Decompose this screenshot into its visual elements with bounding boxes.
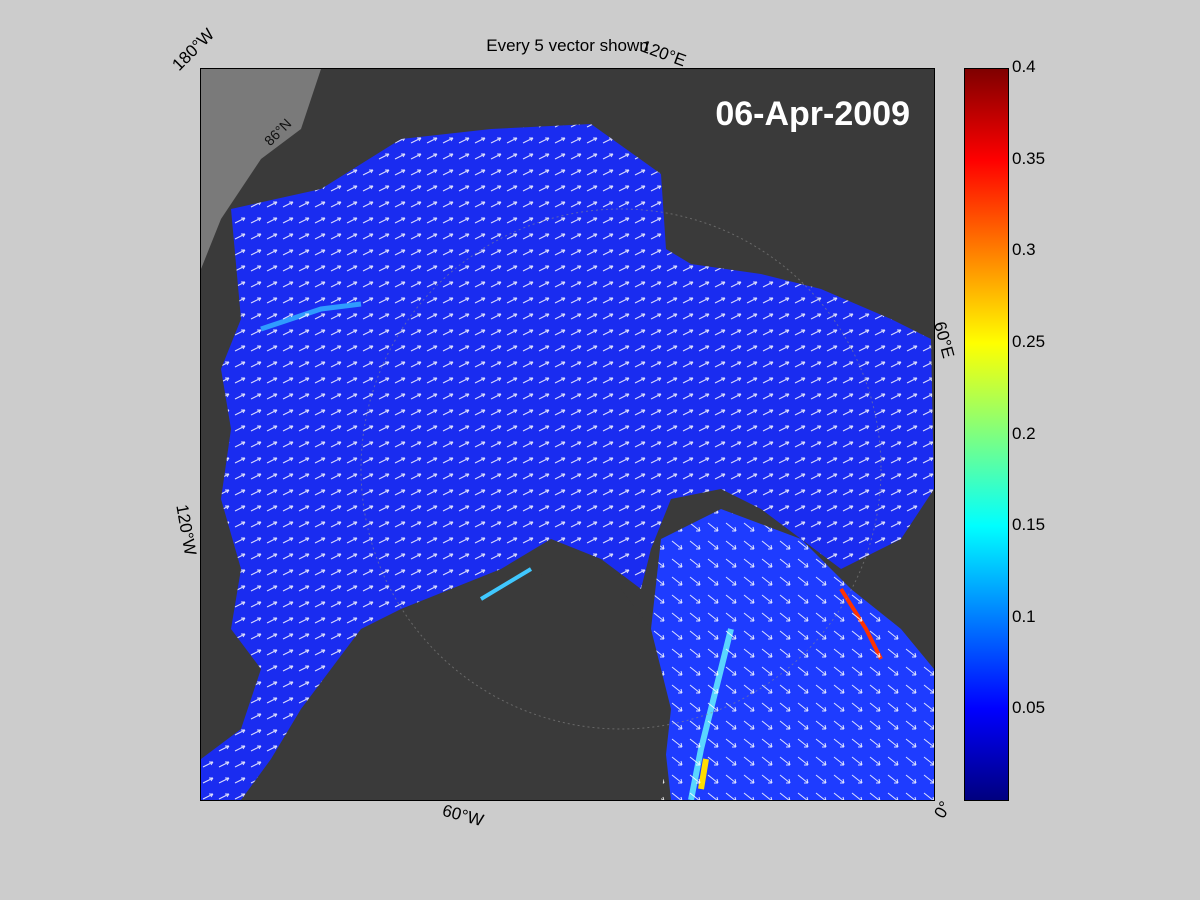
map-title: Every 5 vector shown <box>486 36 649 55</box>
drift-vectors-central <box>201 124 934 800</box>
label-0: 0° <box>930 797 955 822</box>
drift-streak-nares <box>479 567 533 601</box>
colorbar-tick-label: 0.15 <box>1012 515 1046 535</box>
colorbar-tick-label: 0.4 <box>1012 57 1036 76</box>
colorbar <box>964 68 1009 801</box>
greenland-land <box>431 569 671 800</box>
colorbar-tick-label: 0.1 <box>1012 606 1036 626</box>
map-panel: 06-Apr-2009 <box>200 68 935 801</box>
siberia-land-light <box>201 69 321 269</box>
label-120w: 120°W <box>172 503 200 557</box>
ice-drift-map <box>201 69 934 800</box>
latitude-circle <box>360 208 882 730</box>
colorbar-tick-label: 0.05 <box>1012 698 1046 718</box>
date-stamp: 06-Apr-2009 <box>715 95 910 133</box>
colorbar-tick-label: 0.3 <box>1012 240 1036 260</box>
colorbar-tick-label: 0.2 <box>1012 423 1036 443</box>
label-60w: 60°W <box>440 800 486 831</box>
drift-vectors-fram <box>651 509 934 800</box>
colorbar-tick-label: 0.25 <box>1012 331 1046 351</box>
colorbar-tick-label: 0.35 <box>1012 148 1046 168</box>
